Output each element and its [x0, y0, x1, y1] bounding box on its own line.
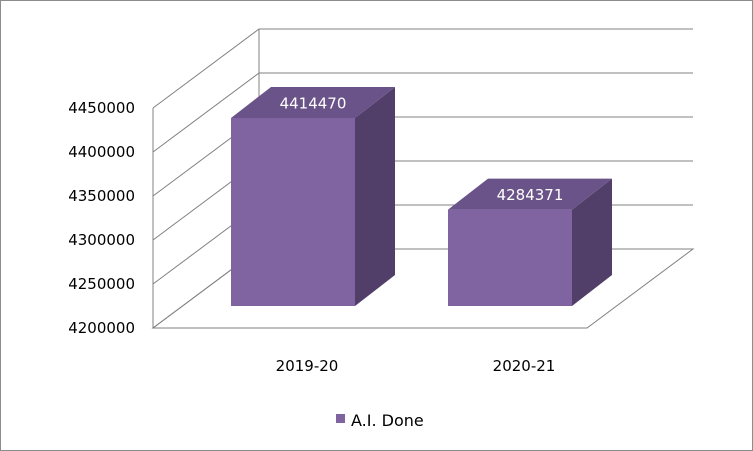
bar-top-face [231, 87, 395, 118]
data-label: 4414470 [280, 95, 347, 113]
legend: A.I. Done [336, 411, 424, 430]
y-tick-label: 4300000 [68, 231, 135, 249]
bars-layer: 4414470 4284371 [231, 87, 612, 306]
y-axis-labels: 4200000 4250000 4300000 4350000 4400000 44500… [68, 99, 135, 337]
y-tick-label: 4350000 [68, 187, 135, 205]
bar-side-face [572, 178, 612, 306]
x-tick-label: 2020-21 [493, 357, 556, 375]
y-tick-label: 4250000 [68, 275, 135, 293]
data-label: 4284371 [497, 186, 564, 204]
bar: 4414470 [231, 87, 395, 306]
bar-front-face [448, 209, 572, 306]
gridline-wall [152, 28, 260, 109]
y-tick-label: 4400000 [68, 143, 135, 161]
y-tick-label: 4450000 [68, 99, 135, 117]
bar-front-face [231, 118, 355, 306]
bar-top-face [448, 178, 612, 210]
y-tick-label: 4200000 [68, 319, 135, 337]
floor-plane [151, 248, 695, 329]
x-axis-labels: 2019-20 2020-21 [276, 357, 556, 375]
bar-side-face [355, 87, 395, 306]
gridline-wall [152, 72, 260, 153]
x-tick-label: 2019-20 [276, 357, 339, 375]
legend-swatch [336, 414, 345, 423]
bar: 4284371 [448, 178, 612, 306]
legend-label: A.I. Done [351, 411, 424, 430]
